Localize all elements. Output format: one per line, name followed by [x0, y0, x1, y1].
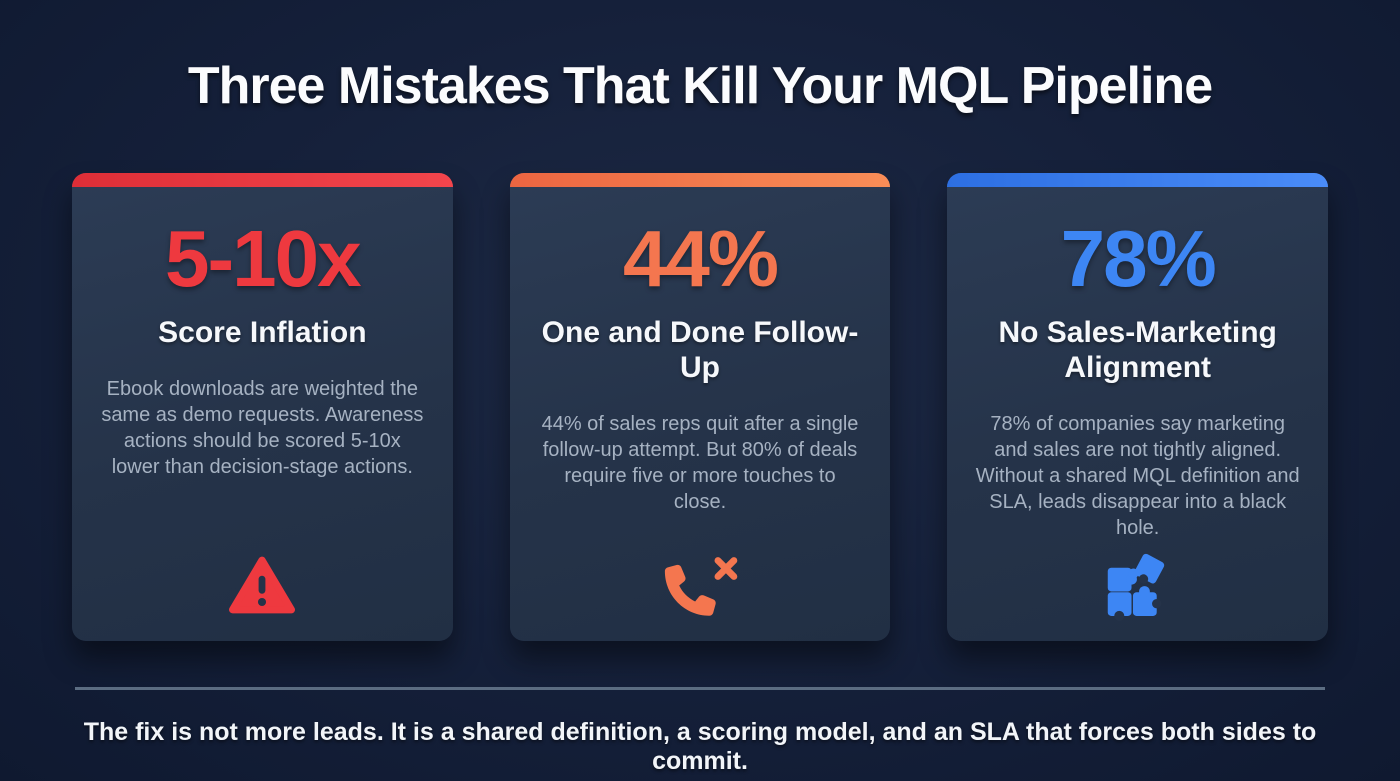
card-title: Score Inflation [158, 316, 367, 349]
card-accent-bar [947, 173, 1329, 187]
cards-row: 5-10x Score Inflation Ebook downloads ar… [0, 173, 1400, 641]
stat-value: 78% [1060, 214, 1217, 303]
page-title: Three Mistakes That Kill Your MQL Pipeli… [187, 57, 1213, 115]
card-accent-bar [72, 173, 453, 187]
card-accent-bar [509, 173, 891, 187]
card-score-inflation: 5-10x Score Inflation Ebook downloads ar… [72, 173, 453, 641]
footer-note: The fix is not more leads. It is a share… [83, 718, 1317, 775]
card-one-and-done: 44% One and Done Follow-Up 44% of sales … [509, 173, 891, 641]
stat-value: 44% [622, 214, 779, 303]
card-description: 78% of companies say marketing and sales… [975, 413, 1300, 540]
stat-value: 5-10x [165, 214, 362, 303]
divider [75, 687, 1325, 690]
puzzle-icon [1102, 549, 1174, 621]
card-description: Ebook downloads are weighted the same as… [101, 378, 424, 479]
card-title: One and Done Follow-Up [541, 316, 859, 385]
card-no-alignment: 78% No Sales-Marketing Alignment 78% of … [947, 173, 1329, 641]
card-description: 44% of sales reps quit after a single fo… [541, 413, 859, 514]
warning-triangle-icon [229, 549, 296, 621]
card-title: No Sales-Marketing Alignment [998, 316, 1277, 385]
missed-call-icon [661, 549, 739, 621]
